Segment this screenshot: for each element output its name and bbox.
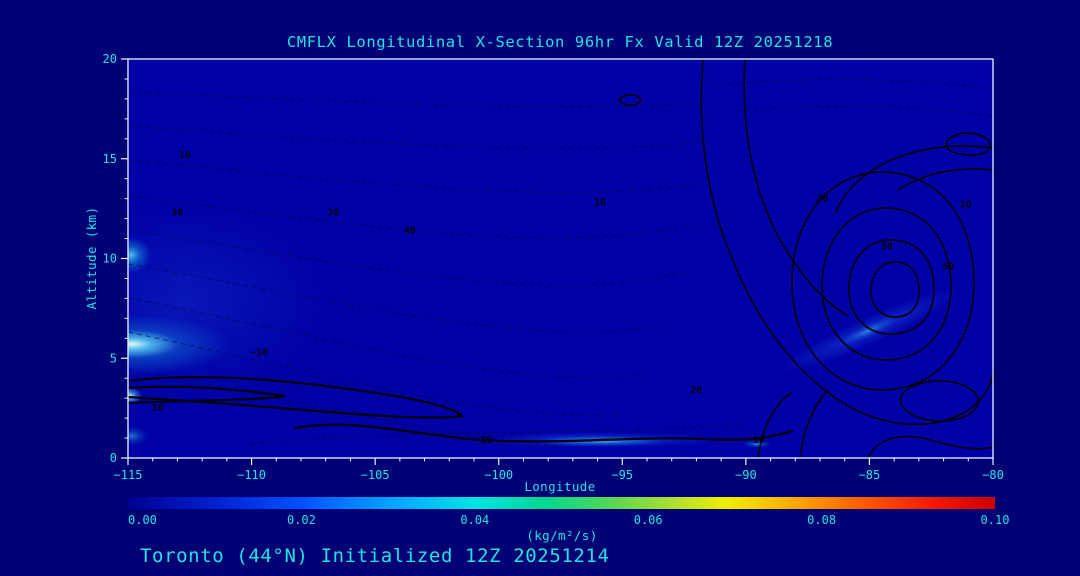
y-tick-label: 10 — [103, 252, 117, 266]
contour-label: 10 — [960, 200, 972, 211]
y-tick-label: 5 — [110, 351, 117, 365]
contour-label: 30 — [327, 208, 339, 219]
x-axis-ticks: −115 −110 −105 −100 −95 −90 −85 −80 — [114, 458, 1004, 482]
shading-field — [128, 205, 962, 448]
contour-label: 10 — [480, 435, 492, 446]
flux-patch-left-mid-core — [128, 330, 177, 358]
colorbar-tick-label: 0.00 — [128, 513, 157, 527]
flux-streak-right-core — [838, 316, 898, 346]
contour-lines-solid-right — [617, 59, 993, 458]
contour-label: 10 — [152, 403, 164, 414]
x-tick-label: −95 — [611, 468, 633, 482]
contour-label: 10 — [594, 198, 606, 209]
contour-label: 50 — [942, 261, 954, 272]
colorbar-unit-label: (kg/m²/s) — [526, 528, 597, 543]
colorbar-tick-label: 0.04 — [460, 513, 489, 527]
flux-patch-left-mid — [128, 315, 230, 375]
x-tick-label: −90 — [735, 468, 757, 482]
y-tick-label: 15 — [103, 152, 117, 166]
flux-spot-bottom-right — [743, 440, 771, 448]
flux-patch-left-bottom — [128, 426, 148, 446]
contour-lines-solid-low — [128, 375, 794, 443]
x-axis-label: Longitude — [524, 479, 595, 494]
x-tick-label: −80 — [982, 468, 1004, 482]
contour-label: 20 — [171, 208, 183, 219]
x-tick-label: −115 — [114, 468, 143, 482]
flux-patch-left-low — [128, 387, 142, 405]
flux-patch-left-upper — [128, 237, 151, 273]
x-tick-label: −100 — [484, 468, 513, 482]
contour-label: −10 — [250, 347, 268, 358]
contour-label: −10 — [747, 435, 765, 446]
chart-title: CMFLX Longitudinal X-Section 96hr Fx Val… — [287, 33, 833, 51]
y-tick-label: 0 — [110, 451, 117, 465]
contour-labels: 10 20 30 40 10 20 10 30 50 10 −10 20 10 −10 — [152, 150, 972, 446]
x-tick-label: −85 — [859, 468, 881, 482]
colorbar-tick-label: 0.08 — [807, 513, 836, 527]
contour-label: 30 — [881, 242, 893, 253]
colorbar-tick-label: 0.10 — [981, 513, 1010, 527]
x-tick-label: −110 — [237, 468, 266, 482]
colorbar — [128, 497, 995, 509]
contour-label: 20 — [690, 385, 702, 396]
colorbar-tick-labels: 0.00 0.02 0.04 0.06 0.08 0.10 — [128, 513, 1009, 527]
footer-run-info: Toronto (44°N) Initialized 12Z 20251214 — [140, 545, 610, 567]
contour-label: 20 — [816, 194, 828, 205]
colorbar-tick-label: 0.02 — [287, 513, 316, 527]
contour-label: 40 — [404, 226, 416, 237]
y-axis-ticks: 0 5 10 15 20 — [103, 52, 128, 465]
y-tick-label: 20 — [103, 52, 117, 66]
y-axis-label: Altitude (km) — [84, 206, 99, 309]
colorbar-tick-label: 0.06 — [634, 513, 663, 527]
x-tick-label: −105 — [361, 468, 390, 482]
contour-label: 10 — [179, 150, 191, 161]
